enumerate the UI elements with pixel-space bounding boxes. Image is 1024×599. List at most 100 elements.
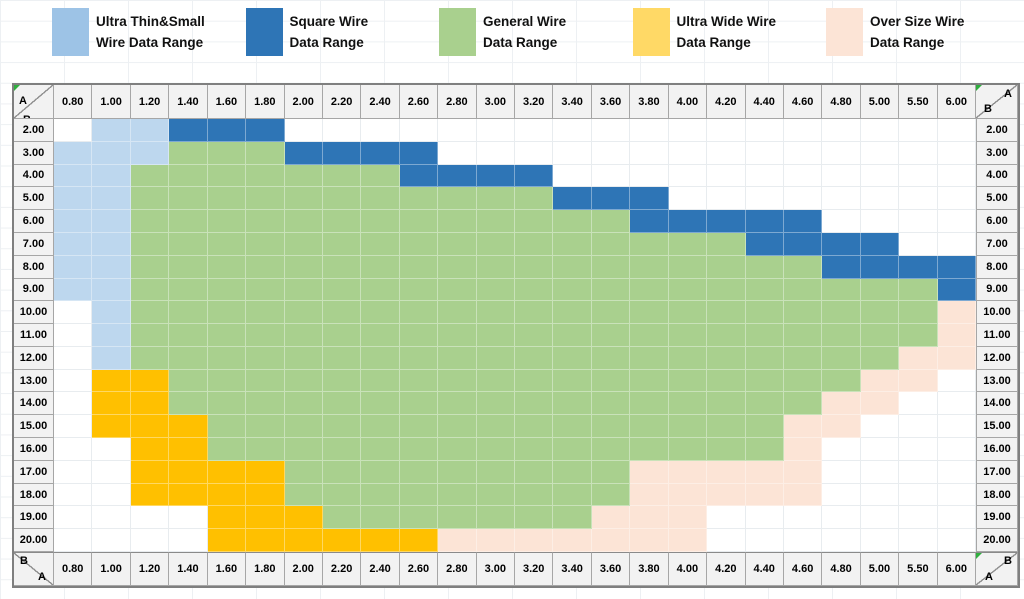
grid-cell[interactable] — [438, 438, 477, 461]
grid-cell[interactable] — [822, 460, 861, 484]
grid-cell[interactable] — [169, 278, 208, 302]
grid-cell[interactable] — [361, 278, 400, 302]
grid-cell[interactable] — [476, 483, 515, 507]
grid-cell[interactable] — [169, 164, 208, 188]
grid-cell[interactable] — [899, 301, 938, 325]
grid-cell[interactable] — [822, 529, 861, 552]
grid-cell[interactable] — [438, 232, 477, 256]
grid-cell[interactable] — [745, 255, 784, 279]
grid-cell[interactable] — [92, 278, 131, 302]
grid-cell[interactable] — [207, 187, 247, 211]
grid-cell[interactable] — [246, 210, 285, 233]
grid-cell[interactable] — [169, 119, 208, 142]
row-header-cell-left[interactable]: 14.00 — [14, 392, 54, 416]
grid-cell[interactable] — [630, 369, 669, 393]
grid-cell[interactable] — [899, 164, 938, 188]
grid-cell[interactable] — [783, 483, 823, 507]
grid-cell[interactable] — [130, 460, 170, 484]
grid-cell[interactable] — [899, 346, 938, 370]
grid-cell[interactable] — [783, 141, 823, 165]
grid-cell[interactable] — [860, 346, 900, 370]
grid-cell[interactable] — [92, 164, 131, 188]
column-header-cell-top[interactable]: 1.00 — [92, 85, 131, 119]
grid-cell[interactable] — [284, 529, 323, 552]
grid-cell[interactable] — [745, 415, 784, 439]
grid-cell[interactable] — [476, 369, 515, 393]
grid-cell[interactable] — [476, 346, 515, 370]
grid-cell[interactable] — [322, 369, 362, 393]
grid-cell[interactable] — [438, 210, 477, 233]
grid-cell[interactable] — [284, 164, 323, 188]
grid-cell[interactable] — [92, 210, 131, 233]
grid-cell[interactable] — [246, 438, 285, 461]
grid-cell[interactable] — [591, 460, 631, 484]
grid-cell[interactable] — [438, 460, 477, 484]
row-header-cell-left[interactable]: 17.00 — [14, 460, 54, 484]
grid-cell[interactable] — [745, 438, 784, 461]
grid-cell[interactable] — [207, 278, 247, 302]
grid-cell[interactable] — [92, 301, 131, 325]
grid-cell[interactable] — [937, 529, 976, 552]
grid-cell[interactable] — [322, 164, 362, 188]
grid-cell[interactable] — [399, 369, 439, 393]
grid-cell[interactable] — [399, 119, 439, 142]
column-header-cell-bottom[interactable]: 3.60 — [591, 552, 631, 586]
grid-cell[interactable] — [361, 346, 400, 370]
grid-cell[interactable] — [361, 164, 400, 188]
grid-cell[interactable] — [515, 141, 554, 165]
grid-cell[interactable] — [860, 232, 900, 256]
grid-cell[interactable] — [937, 232, 976, 256]
grid-cell[interactable] — [284, 460, 323, 484]
grid-cell[interactable] — [707, 506, 746, 530]
grid-cell[interactable] — [783, 232, 823, 256]
grid-cell[interactable] — [783, 392, 823, 416]
grid-cell[interactable] — [899, 324, 938, 347]
grid-cell[interactable] — [630, 164, 669, 188]
grid-cell[interactable] — [54, 483, 93, 507]
grid-cell[interactable] — [438, 141, 477, 165]
grid-cell[interactable] — [860, 415, 900, 439]
grid-cell[interactable] — [476, 301, 515, 325]
grid-cell[interactable] — [130, 346, 170, 370]
grid-cell[interactable] — [399, 210, 439, 233]
grid-cell[interactable] — [630, 324, 669, 347]
grid-cell[interactable] — [322, 141, 362, 165]
grid-cell[interactable] — [361, 210, 400, 233]
grid-cell[interactable] — [707, 232, 746, 256]
grid-cell[interactable] — [783, 278, 823, 302]
grid-cell[interactable] — [438, 415, 477, 439]
grid-cell[interactable] — [92, 483, 131, 507]
grid-cell[interactable] — [399, 438, 439, 461]
row-header-cell-left[interactable]: 11.00 — [14, 324, 54, 347]
grid-cell[interactable] — [130, 164, 170, 188]
grid-cell[interactable] — [515, 187, 554, 211]
grid-cell[interactable] — [707, 255, 746, 279]
grid-cell[interactable] — [207, 210, 247, 233]
grid-cell[interactable] — [399, 187, 439, 211]
grid-cell[interactable] — [553, 324, 592, 347]
grid-cell[interactable] — [130, 210, 170, 233]
grid-cell[interactable] — [246, 301, 285, 325]
grid-cell[interactable] — [591, 506, 631, 530]
grid-cell[interactable] — [937, 438, 976, 461]
grid-cell[interactable] — [937, 346, 976, 370]
grid-cell[interactable] — [361, 506, 400, 530]
grid-cell[interactable] — [937, 141, 976, 165]
grid-cell[interactable] — [783, 506, 823, 530]
grid-cell[interactable] — [707, 301, 746, 325]
grid-cell[interactable] — [745, 324, 784, 347]
row-header-cell-left[interactable]: 13.00 — [14, 369, 54, 393]
grid-cell[interactable] — [822, 164, 861, 188]
grid-cell[interactable] — [515, 392, 554, 416]
grid-cell[interactable] — [399, 460, 439, 484]
grid-cell[interactable] — [899, 529, 938, 552]
column-header-cell-bottom[interactable]: 3.80 — [630, 552, 669, 586]
grid-cell[interactable] — [476, 141, 515, 165]
grid-cell[interactable] — [860, 438, 900, 461]
column-header-cell-top[interactable]: 2.60 — [399, 85, 439, 119]
grid-cell[interactable] — [707, 460, 746, 484]
grid-cell[interactable] — [707, 187, 746, 211]
row-header-cell-right[interactable]: 7.00 — [976, 232, 1018, 256]
grid-cell[interactable] — [399, 324, 439, 347]
